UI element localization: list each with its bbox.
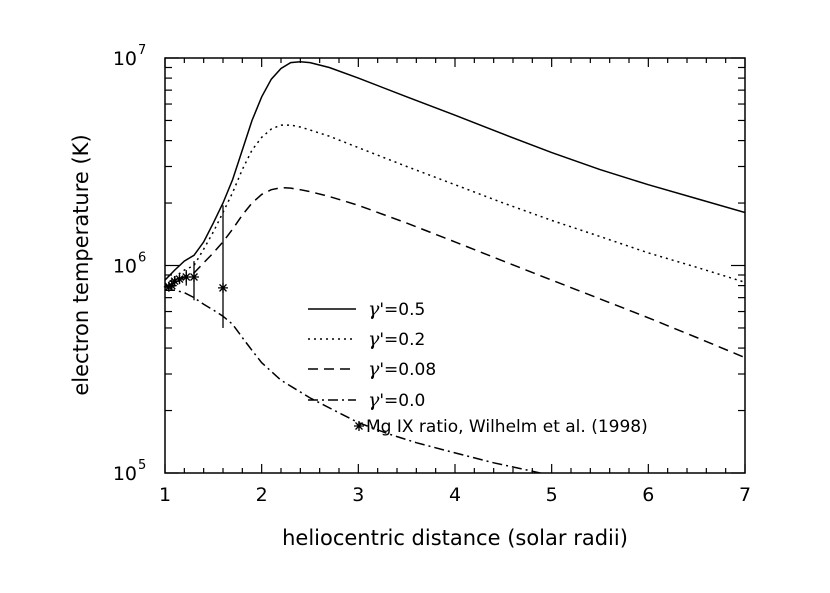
gamma-symbol: γ [368, 389, 380, 411]
legend-label-2: γ'=0.2 [368, 328, 425, 350]
x-axis-label: heliocentric distance (solar radii) [282, 526, 628, 550]
y-tick-label: 10 [113, 463, 137, 485]
gamma-symbol: γ [368, 358, 380, 380]
x-tick-label: 2 [256, 484, 268, 506]
legend: γ'=0.5γ'=0.2γ'=0.08γ'=0.0Mg IX ratio, Wi… [308, 298, 648, 437]
y-tick-label: 10 [113, 48, 137, 70]
legend-value: '=0.5 [379, 300, 425, 320]
gamma-symbol: γ [368, 298, 380, 320]
series-line-3 [165, 186, 745, 359]
y-tick-exponent: 6 [138, 251, 146, 266]
y-tick-label: 10 [113, 256, 137, 278]
data-point [189, 272, 199, 283]
series-line-2 [165, 124, 745, 287]
legend-marker-observations [354, 421, 364, 431]
gamma-symbol: γ [368, 328, 380, 350]
legend-label-4: γ'=0.0 [368, 389, 425, 411]
data-point [181, 272, 192, 283]
y-axis-label: electron temperature (K) [69, 134, 93, 395]
legend-value: '=0.0 [379, 391, 425, 411]
curves-layer [165, 60, 745, 473]
observations-layer [163, 205, 228, 328]
x-tick-label: 7 [739, 484, 751, 506]
x-tick-label: 5 [546, 484, 558, 506]
x-tick-label: 1 [159, 484, 171, 506]
series-line-4 [165, 289, 544, 473]
data-point [174, 274, 185, 285]
data-point [218, 282, 228, 293]
x-tick-label: 3 [352, 484, 364, 506]
y-tick-exponent: 5 [138, 458, 146, 473]
data-point [169, 276, 180, 287]
x-tick-label: 6 [642, 484, 654, 506]
y-tick-exponent: 7 [138, 43, 146, 58]
x-axis: 1 2 3 4 5 6 7 [159, 58, 751, 506]
legend-label-1: γ'=0.5 [368, 298, 425, 320]
legend-value: '=0.2 [379, 330, 425, 350]
legend-label-observations: Mg IX ratio, Wilhelm et al. (1998) [366, 417, 648, 437]
legend-label-3: γ'=0.08 [368, 358, 436, 380]
legend-value: '=0.08 [379, 360, 436, 380]
data-point [163, 281, 174, 292]
x-tick-label: 4 [449, 484, 461, 506]
series-line-1 [165, 60, 745, 281]
